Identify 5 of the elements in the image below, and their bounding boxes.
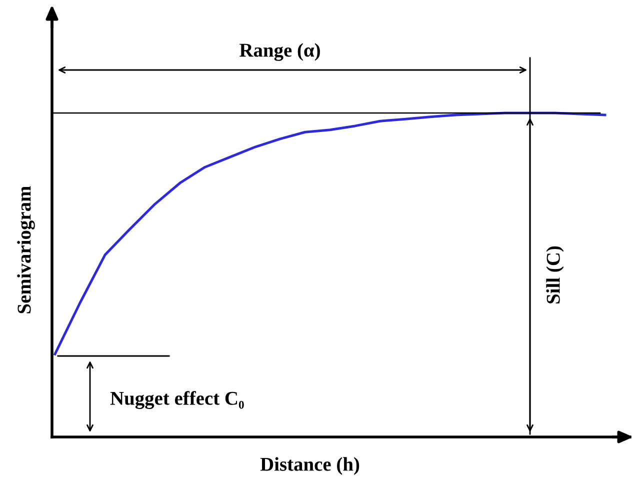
text: Range (α) [240,43,320,61]
x-axis-title: Distance (h) [260,457,360,475]
annotation: Sill (C) [546,246,564,304]
y-axis-title: Semivariogram [17,186,35,314]
annotation: Nugget effect C₀ [110,391,244,409]
